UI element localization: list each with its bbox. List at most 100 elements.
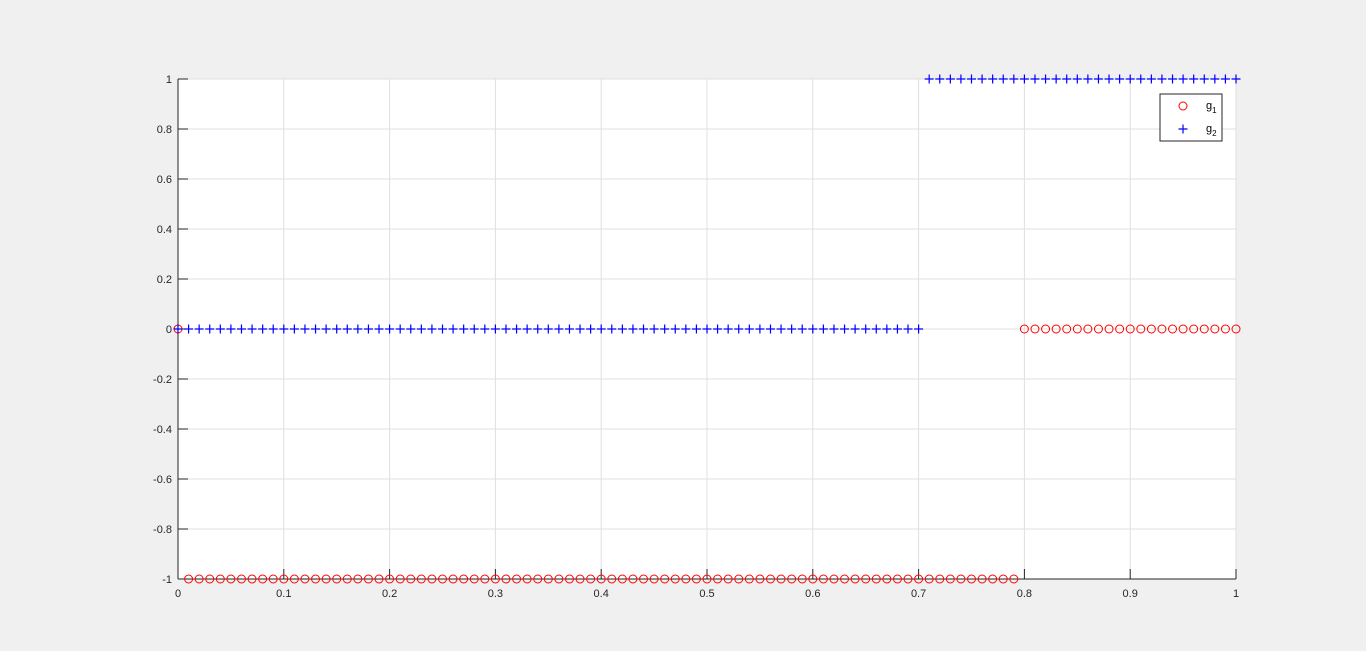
- series-2-point: [1146, 74, 1156, 84]
- y-tick-label: -0.6: [153, 474, 172, 486]
- series-1-point: [691, 574, 701, 584]
- series-2-point: [522, 324, 532, 334]
- series-1-point: [914, 574, 924, 584]
- series-1-point: [713, 574, 723, 584]
- series-1-point: [395, 574, 405, 584]
- series-2-point: [713, 324, 723, 334]
- series-2-point: [755, 324, 765, 334]
- series-2-point: [1168, 74, 1178, 84]
- series-1-point: [1157, 324, 1167, 334]
- series-1-point: [194, 574, 204, 584]
- series-1-point: [723, 574, 733, 584]
- series-1-point: [469, 574, 479, 584]
- series-2-point: [1220, 74, 1230, 84]
- series-1-point: [850, 574, 860, 584]
- series-1-point: [1104, 324, 1114, 334]
- series-1-point: [353, 574, 363, 584]
- series-2-point: [691, 324, 701, 334]
- y-tick-label: -1: [162, 574, 172, 586]
- series-2-point: [1189, 74, 1199, 84]
- series-1-point: [1146, 324, 1156, 334]
- series-2-point: [194, 324, 204, 334]
- series-2-point: [300, 324, 310, 334]
- series-1-point: [268, 574, 278, 584]
- series-1-point: [1178, 324, 1188, 334]
- series-2-point: [490, 324, 500, 334]
- series-2-point: [882, 324, 892, 334]
- series-2-point: [649, 324, 659, 334]
- series-1-point: [448, 574, 458, 584]
- x-tick-label: 0.9: [1123, 588, 1138, 600]
- series-1-point: [617, 574, 627, 584]
- series-2-point: [353, 324, 363, 334]
- legend: g1 g2: [1159, 93, 1223, 142]
- y-tick-label: 0.8: [157, 124, 172, 136]
- series-2-point: [205, 324, 215, 334]
- series-2-point: [480, 324, 490, 334]
- series-2-point: [660, 324, 670, 334]
- series-2-point: [1199, 74, 1209, 84]
- series-1-point: [935, 574, 945, 584]
- series-1-point: [755, 574, 765, 584]
- y-tick-label: -0.8: [153, 524, 172, 536]
- series-2-point: [438, 324, 447, 334]
- series-2-point: [416, 324, 426, 334]
- series-2-point: [607, 324, 617, 334]
- series-1-point: [1041, 324, 1051, 334]
- series-2-point: [215, 324, 225, 334]
- series-2-point: [956, 74, 966, 84]
- series-2-point: [1093, 74, 1103, 84]
- series-2-point: [1115, 74, 1125, 84]
- y-tick-label: 0.4: [157, 224, 172, 236]
- series-2-point: [564, 324, 574, 334]
- series-1-point: [332, 574, 342, 584]
- grid: [177, 78, 1237, 580]
- series-2-point: [342, 324, 352, 334]
- series-2-point: [818, 324, 828, 334]
- data-points: [173, 74, 1241, 584]
- series-2-point: [850, 324, 860, 334]
- series-1-point: [818, 574, 828, 584]
- series-2-point: [1041, 74, 1051, 84]
- series-1-point: [586, 574, 596, 584]
- series-1-point: [787, 574, 797, 584]
- y-tick-label: 0.6: [157, 174, 172, 186]
- series-1-point: [1019, 324, 1029, 334]
- series-2-point: [702, 324, 712, 334]
- series-2-point: [226, 324, 236, 334]
- series-1-point: [289, 574, 299, 584]
- series-1-point: [236, 574, 246, 584]
- x-tick-label: 0.6: [805, 588, 820, 600]
- series-2-point: [628, 324, 638, 334]
- series-1-point: [258, 574, 268, 584]
- series-2-point: [1072, 74, 1082, 84]
- x-tick-label: 0.7: [911, 588, 926, 600]
- series-1-point: [1062, 324, 1072, 334]
- series-2-point: [459, 324, 469, 334]
- series-2-point: [1051, 74, 1061, 84]
- series-1-point: [311, 574, 321, 584]
- series-1-point: [903, 574, 913, 584]
- series-2-point: [617, 324, 627, 334]
- series-1-point: [406, 574, 416, 584]
- series-2-point: [744, 324, 754, 334]
- series-1-point: [776, 574, 786, 584]
- series-1-point: [1093, 324, 1103, 334]
- series-2-point: [236, 324, 246, 334]
- series-1-point: [480, 574, 490, 584]
- series-1-point: [1220, 324, 1230, 334]
- series-2-point: [554, 324, 564, 334]
- series-1-point: [1231, 324, 1241, 334]
- series-1-point: [385, 574, 395, 584]
- series-2-point: [575, 324, 585, 334]
- series-2-point: [247, 324, 257, 334]
- series-2-point: [1019, 74, 1029, 84]
- series-2-point: [988, 74, 998, 84]
- series-2-point: [469, 324, 479, 334]
- series-2-point: [903, 324, 913, 334]
- series-1-point: [247, 574, 257, 584]
- series-1-point: [882, 574, 892, 584]
- legend-label-1: g1: [1206, 100, 1217, 115]
- y-tick-label: -0.2: [153, 374, 172, 386]
- series-1-point: [1051, 324, 1061, 334]
